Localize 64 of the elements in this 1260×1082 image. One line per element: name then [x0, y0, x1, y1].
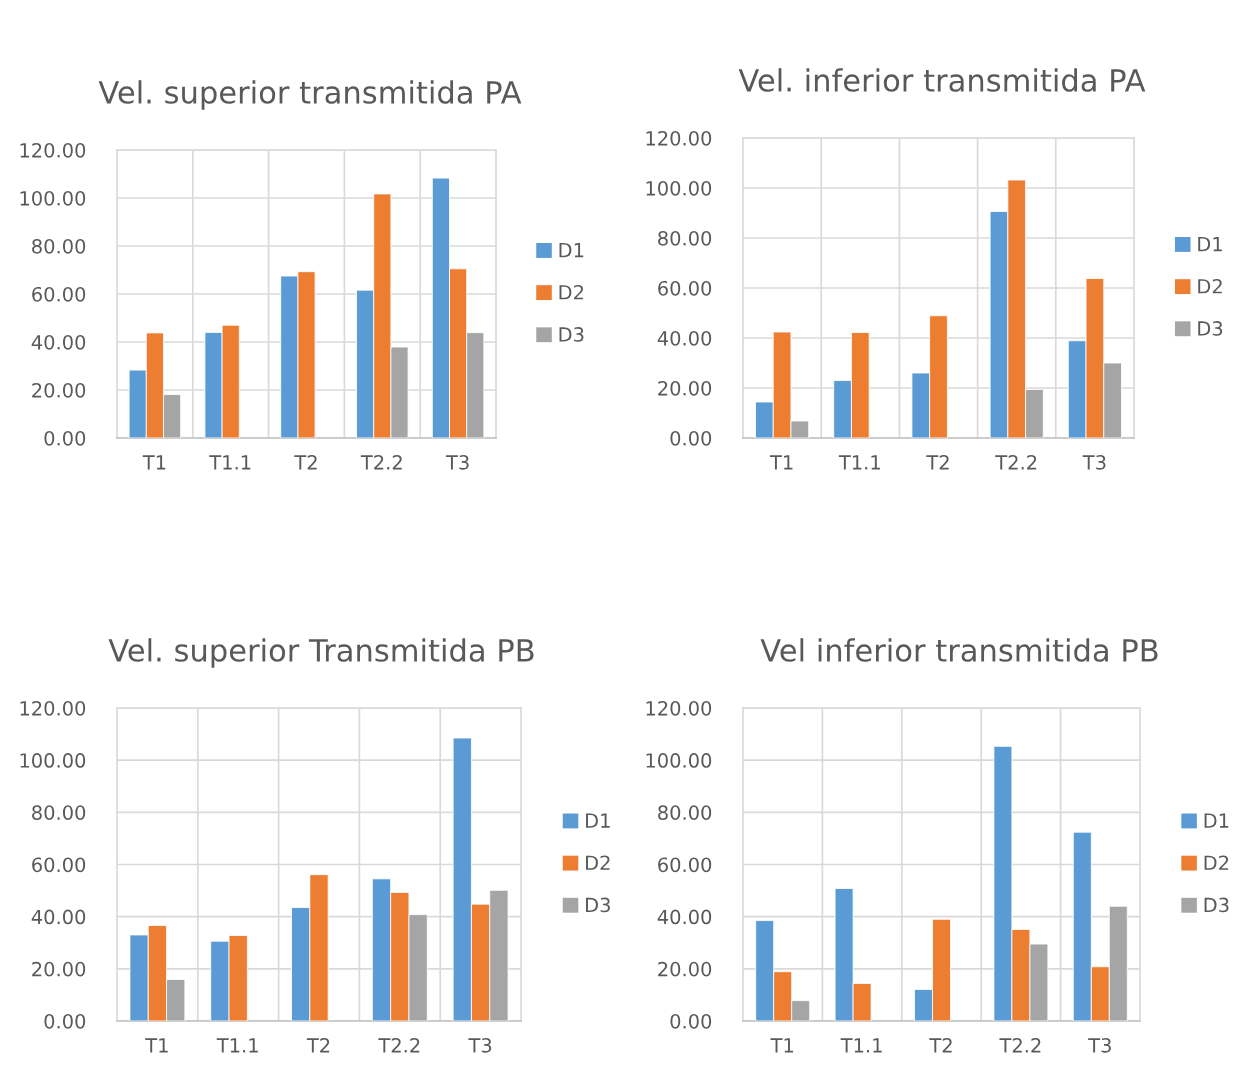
- legend-label: D2: [586, 855, 610, 870]
- x-tick-label: T2.2: [995, 455, 1037, 470]
- x-tick-label: T3: [1088, 1038, 1111, 1053]
- chart-title: Vel. inferior transmitida PA: [738, 68, 1146, 92]
- legend-label: D1: [586, 813, 610, 828]
- y-tick-label: 0.00: [44, 1013, 86, 1029]
- legend-label: D1: [1198, 237, 1222, 252]
- legend-label: D1: [559, 243, 584, 258]
- y-tick-label: 20.00: [32, 961, 86, 977]
- legend-label: D1: [1204, 813, 1229, 828]
- legend-label: D3: [586, 897, 610, 913]
- y-tick-label: 20.00: [658, 961, 712, 977]
- y-tick-label: 60.00: [32, 857, 86, 873]
- y-tick-label: 100.00: [646, 753, 712, 768]
- y-tick-label: 120.00: [20, 700, 86, 716]
- x-tick-label: T1: [770, 1038, 794, 1053]
- y-tick-label: 80.00: [32, 805, 86, 820]
- y-tick-label: 120.00: [646, 130, 712, 146]
- y-tick-label: 100.00: [20, 190, 86, 206]
- x-tick-label: T2: [926, 455, 949, 470]
- y-tick-label: 40.00: [657, 909, 712, 925]
- y-tick-label: 20.00: [658, 380, 712, 396]
- legend-label: D3: [1204, 897, 1229, 913]
- x-tick-label: T2.2: [999, 1038, 1041, 1053]
- y-tick-label: 40.00: [31, 909, 86, 925]
- x-tick-label: T3: [445, 455, 469, 470]
- legend-label: D2: [559, 284, 584, 300]
- chart-title: Vel. superior Transmitida PB: [108, 638, 534, 668]
- y-tick-label: 20.00: [32, 382, 86, 398]
- x-tick-label: T1.1: [216, 1038, 258, 1053]
- chart-title: Vel inferior transmitida PB: [760, 638, 1158, 662]
- legend-label: D3: [559, 327, 584, 342]
- x-tick-label: T2.2: [360, 455, 402, 470]
- x-tick-label: T2.2: [378, 1038, 420, 1053]
- y-tick-label: 80.00: [658, 230, 712, 246]
- x-tick-label: T1.1: [840, 1038, 882, 1053]
- x-tick-label: T1.1: [838, 455, 880, 470]
- y-tick-label: 60.00: [658, 280, 712, 296]
- y-tick-label: 100.00: [646, 180, 712, 196]
- chart-title: Vel. superior transmitida PA: [98, 80, 522, 110]
- x-tick-label: T2: [294, 455, 317, 470]
- legend-label: D2: [1204, 855, 1229, 870]
- y-tick-label: 60.00: [32, 286, 86, 302]
- y-tick-label: 40.00: [657, 330, 712, 346]
- x-tick-label: T2: [306, 1038, 330, 1053]
- x-tick-label: T1.1: [209, 455, 251, 470]
- x-tick-label: T1: [769, 455, 793, 470]
- x-tick-label: T1: [142, 455, 166, 470]
- x-tick-label: T3: [468, 1038, 492, 1053]
- x-tick-label: T2: [929, 1038, 952, 1053]
- y-tick-label: 80.00: [658, 805, 712, 820]
- y-tick-label: 80.00: [32, 238, 86, 254]
- y-tick-label: 120.00: [20, 142, 86, 158]
- y-tick-label: 100.00: [20, 753, 86, 768]
- y-tick-label: 0.00: [44, 430, 86, 446]
- y-tick-label: 60.00: [658, 857, 712, 873]
- y-tick-label: 120.00: [646, 700, 712, 716]
- y-tick-label: 40.00: [31, 334, 86, 350]
- x-tick-label: T3: [1082, 455, 1106, 470]
- legend-label: D3: [1198, 321, 1223, 336]
- x-tick-label: T1: [145, 1038, 168, 1053]
- y-tick-label: 0.00: [670, 1013, 712, 1029]
- y-tick-label: 0.00: [670, 430, 712, 446]
- legend-label: D2: [1198, 278, 1222, 294]
